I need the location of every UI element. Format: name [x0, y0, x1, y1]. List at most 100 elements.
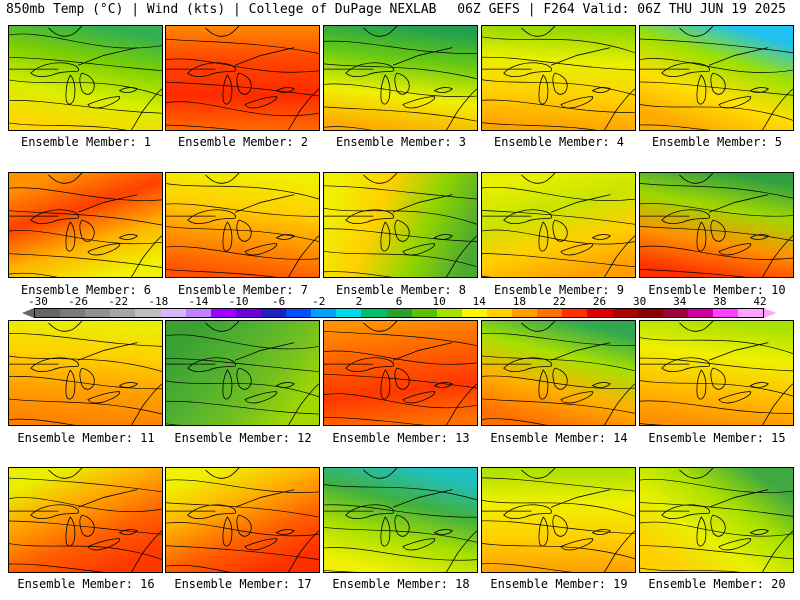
height-contour — [324, 271, 393, 277]
color-scale-segment — [85, 309, 111, 317]
ensemble-member-map — [481, 172, 636, 278]
geographic-outline — [205, 321, 240, 332]
height-contour — [166, 101, 319, 117]
geographic-outline — [380, 221, 391, 252]
height-contour — [482, 355, 635, 372]
height-contour — [9, 543, 162, 560]
color-scale-tick-label: 18 — [512, 295, 526, 308]
height-contour — [9, 230, 162, 245]
color-scale-tick-label: -30 — [28, 295, 48, 308]
geographic-outline — [324, 489, 453, 512]
height-contour — [9, 563, 105, 572]
geographic-outline — [275, 529, 295, 535]
color-scale-segment — [738, 309, 764, 317]
height-contour — [482, 563, 573, 572]
height-contour — [166, 334, 319, 350]
geographic-outline — [661, 62, 710, 78]
temperature-fill — [166, 173, 319, 277]
height-contour — [482, 332, 635, 346]
height-contour — [9, 418, 76, 425]
temperature-fill — [640, 321, 793, 425]
geographic-outline — [446, 88, 477, 130]
height-contour — [166, 479, 319, 493]
geographic-outline — [591, 529, 611, 535]
height-contour — [324, 106, 477, 122]
height-contour — [640, 521, 793, 537]
height-contour — [640, 203, 793, 217]
ensemble-member-map — [639, 320, 794, 426]
color-scale-segment — [386, 309, 412, 317]
height-contour — [640, 567, 741, 572]
ensemble-member-label: Ensemble Member: 14 — [490, 431, 628, 445]
color-scale-tick-label: -2 — [312, 295, 326, 308]
ensemble-member-label: Ensemble Member: 20 — [648, 577, 786, 591]
geographic-outline — [661, 357, 710, 373]
temperature-field-map — [482, 321, 635, 425]
geographic-outline — [604, 383, 635, 425]
geographic-outline — [30, 504, 79, 520]
geographic-outline — [604, 530, 635, 572]
height-contour — [166, 81, 319, 97]
geographic-outline — [118, 382, 138, 388]
geographic-outline — [48, 321, 83, 332]
temperature-fill — [324, 26, 477, 130]
geographic-outline — [244, 538, 278, 551]
geographic-outline — [762, 88, 793, 130]
ensemble-member-label: Ensemble Member: 8 — [335, 283, 467, 297]
geographic-outline — [166, 489, 295, 512]
height-contour — [324, 393, 477, 409]
height-contour — [9, 376, 162, 390]
geographic-outline — [87, 243, 121, 256]
geographic-outline — [363, 321, 398, 332]
geographic-outline — [433, 529, 453, 535]
color-scale-segment — [185, 309, 211, 317]
temperature-fill — [9, 173, 162, 277]
height-contour — [482, 229, 635, 245]
height-contour — [482, 99, 635, 113]
color-scale-tick-label: 38 — [713, 295, 727, 308]
height-contour — [640, 478, 793, 494]
height-contour — [482, 253, 635, 268]
temperature-field-map — [640, 26, 793, 130]
temperature-fill — [640, 468, 793, 572]
geographic-outline — [552, 367, 568, 390]
temperature-fill — [640, 173, 793, 277]
geographic-outline — [205, 173, 240, 184]
ensemble-member-label: Ensemble Member: 5 — [651, 135, 783, 149]
ensemble-member-label: Ensemble Member: 13 — [332, 431, 470, 445]
geographic-outline — [762, 383, 793, 425]
header-right-title: 06Z GEFS | F264 Valid: 06Z THU JUN 19 20… — [457, 2, 786, 17]
temperature-field-map — [640, 468, 793, 572]
ensemble-member-label: Ensemble Member: 18 — [332, 577, 470, 591]
temperature-fill — [482, 173, 635, 277]
color-scale-segment — [436, 309, 462, 317]
geographic-outline — [696, 516, 707, 547]
height-contour — [324, 185, 477, 200]
height-contour — [166, 423, 181, 425]
height-contour — [640, 104, 793, 121]
height-contour — [482, 477, 635, 492]
temperature-fill — [482, 26, 635, 130]
geographic-outline — [65, 369, 76, 400]
geographic-outline — [324, 194, 453, 217]
geographic-outline — [65, 516, 76, 547]
geographic-outline — [710, 219, 726, 242]
temperature-field-map — [324, 26, 477, 130]
geographic-outline — [696, 221, 707, 252]
geographic-outline — [48, 173, 83, 184]
temperature-field-map — [166, 321, 319, 425]
ensemble-member-label: Ensemble Member: 3 — [335, 135, 467, 149]
geographic-outline — [640, 194, 769, 217]
color-scale-segment — [562, 309, 588, 317]
ensemble-member-map — [481, 25, 636, 131]
ensemble-member-map — [8, 172, 163, 278]
geographic-outline — [402, 391, 436, 404]
geographic-outline — [640, 47, 769, 70]
height-contour — [166, 226, 319, 242]
geographic-outline — [679, 321, 714, 332]
color-scale-tick-label: 2 — [355, 295, 363, 308]
height-contour — [324, 373, 477, 389]
geographic-outline — [560, 96, 594, 109]
geographic-outline — [363, 26, 398, 37]
geographic-outline — [187, 504, 236, 520]
